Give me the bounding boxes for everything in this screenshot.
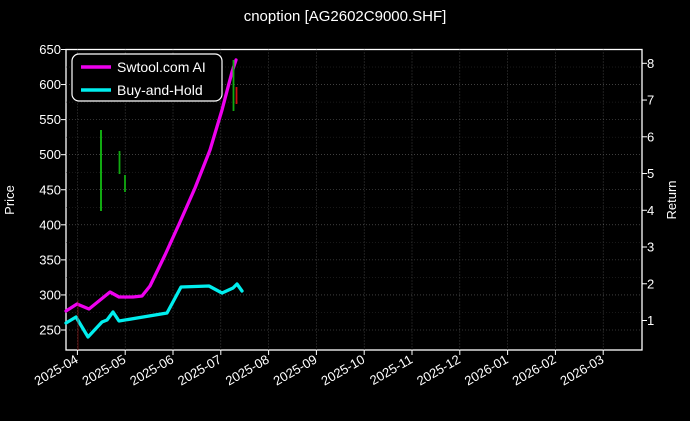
svg-text:2026-01: 2026-01 <box>462 352 511 389</box>
svg-text:300: 300 <box>39 287 61 302</box>
svg-text:350: 350 <box>39 252 61 267</box>
svg-text:4: 4 <box>647 203 654 218</box>
svg-text:2025-04: 2025-04 <box>32 352 81 389</box>
svg-text:8: 8 <box>647 56 654 71</box>
svg-text:2025-05: 2025-05 <box>79 352 128 389</box>
svg-text:2025-09: 2025-09 <box>271 352 320 389</box>
svg-text:450: 450 <box>39 182 61 197</box>
svg-text:2025-07: 2025-07 <box>175 352 224 389</box>
svg-text:2025-11: 2025-11 <box>367 352 415 388</box>
svg-text:2025-12: 2025-12 <box>414 352 463 389</box>
svg-text:500: 500 <box>39 147 61 162</box>
svg-text:Return: Return <box>664 180 679 219</box>
svg-text:250: 250 <box>39 323 61 338</box>
svg-text:2026-03: 2026-03 <box>557 352 606 389</box>
svg-text:2025-06: 2025-06 <box>127 352 176 389</box>
svg-text:2026-02: 2026-02 <box>510 352 559 389</box>
svg-text:550: 550 <box>39 112 61 127</box>
svg-text:1: 1 <box>647 313 654 328</box>
svg-text:5: 5 <box>647 166 654 181</box>
svg-text:2: 2 <box>647 276 654 291</box>
svg-text:6: 6 <box>647 129 654 144</box>
svg-text:Buy-and-Hold: Buy-and-Hold <box>117 82 203 98</box>
svg-text:400: 400 <box>39 217 61 232</box>
svg-text:650: 650 <box>39 42 61 57</box>
svg-text:2025-10: 2025-10 <box>318 352 367 389</box>
svg-text:7: 7 <box>647 93 654 108</box>
svg-text:Swtool.com AI: Swtool.com AI <box>117 59 206 75</box>
svg-text:2025-08: 2025-08 <box>223 352 272 389</box>
svg-text:3: 3 <box>647 240 654 255</box>
svg-text:Price: Price <box>2 185 17 215</box>
svg-text:600: 600 <box>39 77 61 92</box>
